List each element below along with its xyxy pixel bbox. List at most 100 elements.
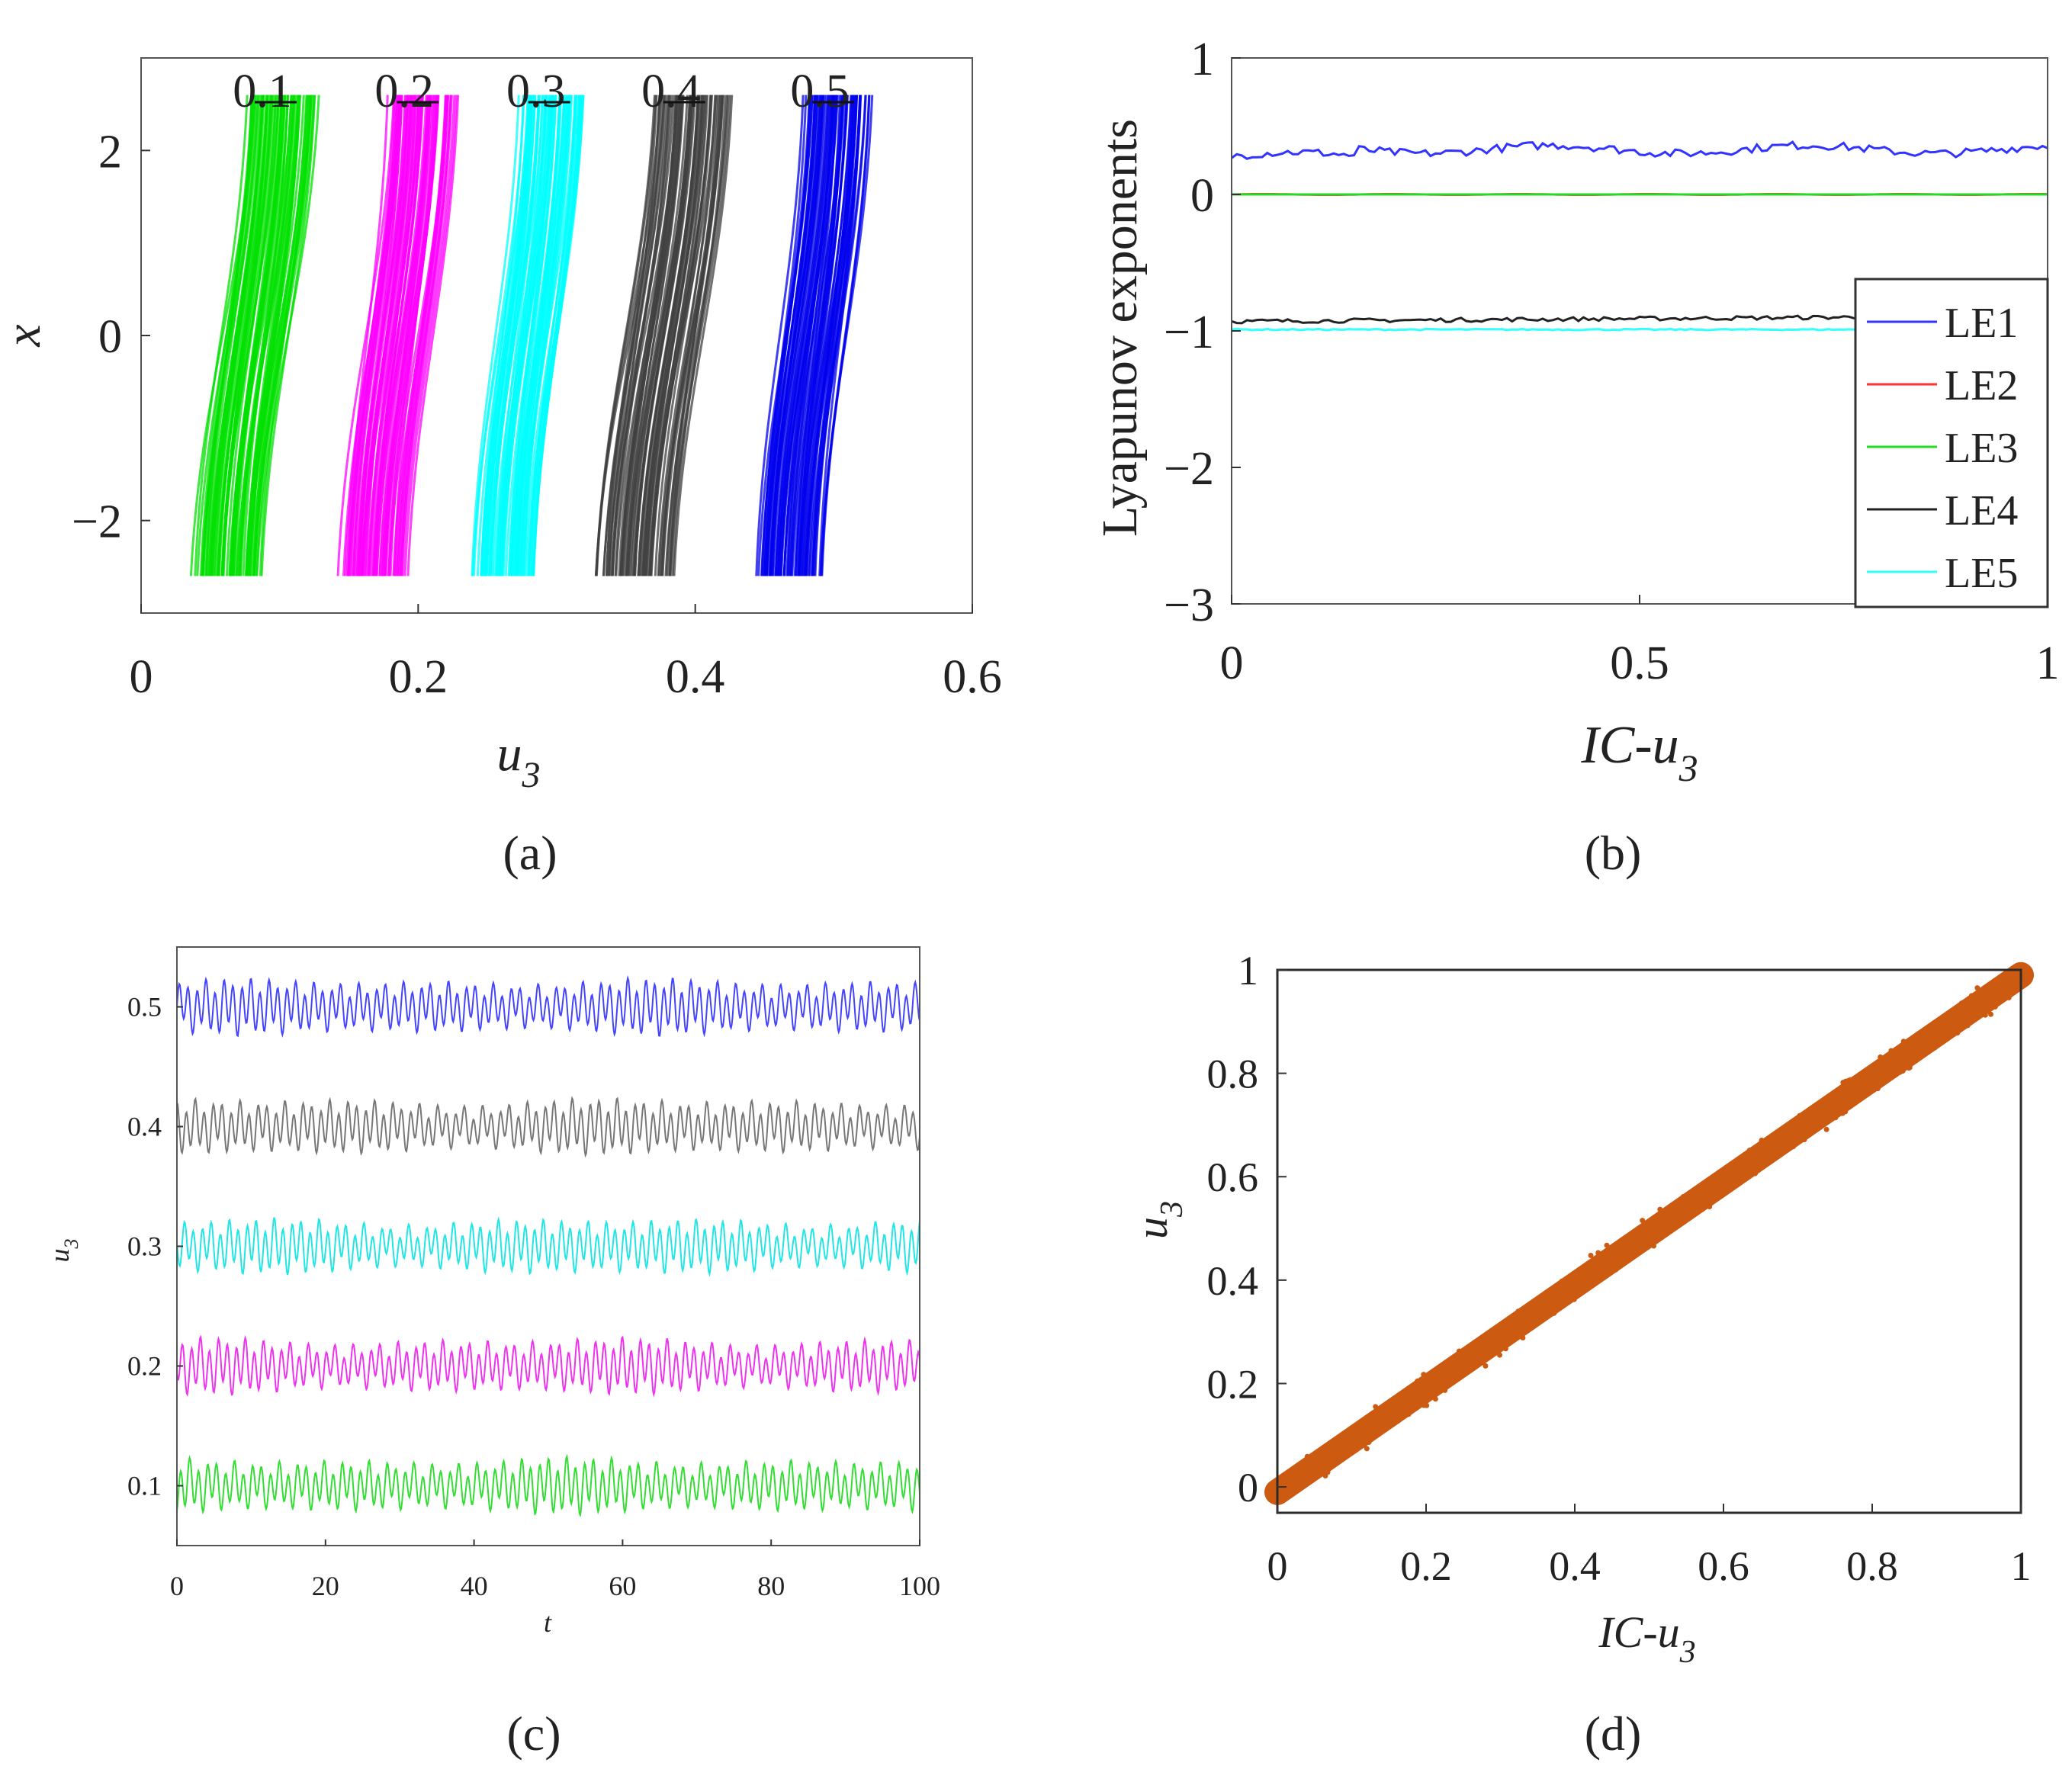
scatter-point bbox=[2002, 983, 2008, 989]
x-tick-label: 0.4 bbox=[666, 651, 725, 703]
x-tick-label: 0 bbox=[170, 1571, 184, 1601]
scatter-point bbox=[1604, 1242, 1610, 1248]
scatter-point bbox=[1823, 1126, 1829, 1132]
y-tick-label: 0 bbox=[1238, 1465, 1258, 1511]
panel-c: 0 20 40 60 80 100 0.5 0.4 0.3 0.2 0.1 u3 t (c) bbox=[44, 946, 940, 1761]
panel-d-xlabel-main: IC-u bbox=[1598, 1607, 1679, 1657]
scatter-point bbox=[1309, 1475, 1315, 1481]
scatter-point bbox=[1456, 1348, 1462, 1354]
scatter-point bbox=[1564, 1296, 1570, 1302]
scatter-point bbox=[1884, 1064, 1890, 1070]
scatter-point bbox=[1504, 1334, 1510, 1340]
panel-a-ticks: 0 0.2 0.4 0.6 −2 0 2 bbox=[72, 126, 1002, 703]
y-tick-label: 0.1 bbox=[127, 1471, 162, 1501]
scatter-point bbox=[1428, 1384, 1434, 1390]
scatter-point bbox=[1510, 1327, 1516, 1333]
scatter-point bbox=[1611, 1263, 1617, 1269]
scatter-point bbox=[1839, 1110, 1846, 1116]
scatter-point bbox=[1651, 1243, 1656, 1249]
scatter-point bbox=[1399, 1407, 1405, 1413]
attractor-trajectory bbox=[375, 95, 430, 576]
band-label-0.1: 0.1 bbox=[233, 66, 292, 117]
panel-d-ticks: 0 0.2 0.4 0.6 0.8 1 1 0.8 0.6 0.4 0.2 0 bbox=[1207, 948, 2032, 1589]
scatter-point bbox=[1955, 1030, 1961, 1036]
scatter-point bbox=[1647, 1222, 1653, 1228]
scatter-point bbox=[1752, 1170, 1759, 1177]
scatter-point bbox=[1283, 1477, 1289, 1483]
panel-a: 0 0.2 0.4 0.6 −2 0 2 0.1 0.2 0.3 0.4 0.5 x u3 (a) bbox=[0, 0, 1064, 880]
scatter-point bbox=[1974, 985, 1980, 991]
scatter-point bbox=[1816, 1110, 1822, 1116]
attractor-trajectory bbox=[255, 95, 320, 576]
scatter-point bbox=[1842, 1101, 1848, 1107]
attractor-trajectory bbox=[671, 95, 727, 576]
scatter-point bbox=[1950, 1026, 1956, 1032]
scatter-point bbox=[1428, 1370, 1434, 1376]
y-tick-label: 0.2 bbox=[1207, 1361, 1259, 1407]
panel-b-xlabel-sub: 3 bbox=[1678, 746, 1698, 789]
attractor-trajectory bbox=[239, 95, 294, 576]
attractor-trajectory bbox=[365, 95, 410, 576]
scatter-point bbox=[1977, 1010, 1984, 1016]
panel-c-caption: (c) bbox=[506, 1706, 561, 1761]
scatter-point bbox=[1627, 1250, 1633, 1256]
scatter-point bbox=[1906, 1065, 1912, 1071]
scatter-point bbox=[1928, 1036, 1934, 1042]
scatter-point bbox=[1707, 1204, 1713, 1209]
legend-label-LE4: LE4 bbox=[1945, 487, 2018, 535]
scatter-point bbox=[1902, 1059, 1907, 1064]
panel-c-ticks: 0 20 40 60 80 100 0.5 0.4 0.3 0.2 0.1 bbox=[127, 992, 940, 1602]
scatter-point bbox=[1743, 1163, 1749, 1168]
timeseries-u3=0.2 bbox=[176, 1334, 920, 1398]
scatter-point bbox=[1900, 1039, 1907, 1045]
attractor-trajectory bbox=[777, 95, 832, 576]
scatter-point bbox=[1874, 1086, 1881, 1092]
attractor-trajectory bbox=[471, 95, 520, 576]
scatter-point bbox=[1596, 1273, 1602, 1279]
scatter-point bbox=[1863, 1081, 1869, 1087]
scatter-point bbox=[1704, 1180, 1711, 1186]
scatter-point bbox=[1300, 1475, 1306, 1481]
attractor-trajectory bbox=[654, 95, 713, 576]
panel-d: 0 0.2 0.4 0.6 0.8 110.80.60.40.20 u3 IC-u3 (d… bbox=[1127, 948, 2034, 1761]
scatter-point bbox=[1304, 1453, 1310, 1459]
scatter-point bbox=[1497, 1324, 1503, 1330]
scatter-point bbox=[1442, 1387, 1448, 1393]
band-label-0.5: 0.5 bbox=[790, 66, 850, 117]
panel-a-caption: (a) bbox=[503, 826, 557, 880]
attractor-trajectory bbox=[500, 95, 552, 576]
scatter-point bbox=[1733, 1168, 1738, 1174]
x-tick-label: 1 bbox=[2036, 637, 2060, 689]
attractor-band-0.5 bbox=[755, 95, 874, 576]
scatter-point bbox=[1697, 1183, 1703, 1189]
panel-c-ylabel-sub: 3 bbox=[60, 1239, 82, 1250]
scatter-point bbox=[1595, 1250, 1601, 1256]
scatter-point bbox=[1421, 1372, 1427, 1378]
scatter-point bbox=[1455, 1364, 1461, 1370]
scatter-point bbox=[1415, 1378, 1421, 1384]
attractor-trajectory bbox=[528, 95, 581, 576]
x-tick-label: 0.2 bbox=[1400, 1543, 1452, 1589]
scatter-point bbox=[1759, 1157, 1765, 1164]
attractor-trajectory bbox=[384, 95, 436, 576]
attractor-trajectory bbox=[396, 95, 449, 576]
scatter-point bbox=[1804, 1119, 1810, 1125]
panel-c-xlabel: t bbox=[544, 1607, 552, 1638]
scatter-point bbox=[1497, 1352, 1502, 1358]
scatter-point bbox=[1285, 1490, 1291, 1496]
scatter-point bbox=[1332, 1437, 1338, 1443]
y-tick-label: 0 bbox=[98, 311, 122, 363]
scatter-point bbox=[1520, 1335, 1526, 1340]
scatter-point bbox=[1444, 1376, 1450, 1382]
scatter-point bbox=[1616, 1262, 1622, 1268]
panel-a-xlabel-main: u bbox=[497, 726, 522, 782]
scatter-point bbox=[1328, 1462, 1335, 1469]
attractor-trajectory bbox=[481, 95, 532, 576]
attractor-trajectory bbox=[638, 95, 700, 576]
scatter-point bbox=[1656, 1222, 1662, 1228]
scatter-point bbox=[1714, 1192, 1720, 1198]
panel-d-marks bbox=[1264, 962, 2034, 1505]
panel-c-ylabel: u3 bbox=[44, 1239, 82, 1263]
x-tick-label: 0 bbox=[1267, 1543, 1288, 1589]
scatter-point bbox=[1416, 1393, 1422, 1398]
